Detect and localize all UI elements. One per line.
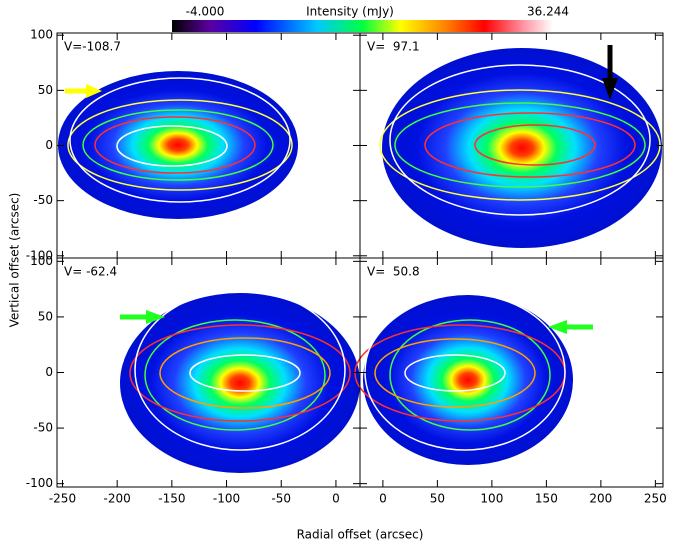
- x-tick-label: -150: [158, 492, 185, 506]
- y-tick-label: 50: [38, 309, 53, 323]
- y-tick-label: 100: [30, 28, 53, 42]
- x-tick-label: 250: [644, 492, 667, 506]
- x-tick-label: 0: [332, 492, 340, 506]
- x-tick-label: -100: [213, 492, 240, 506]
- colorbar: [172, 20, 553, 32]
- panel-label: V= 97.1: [367, 40, 420, 54]
- y-tick-label: -100: [26, 476, 53, 490]
- map-image: [58, 71, 298, 219]
- panel-label: V= -62.4: [64, 265, 117, 279]
- colorbar-min: -4.000: [186, 5, 225, 19]
- panel-label: V= 50.8: [367, 265, 420, 279]
- y-tick-label: 50: [38, 83, 53, 97]
- colorbar-max: 36.244: [527, 5, 569, 19]
- y-axis-label: Vertical offset (arcsec): [8, 193, 22, 328]
- x-tick-label: -50: [271, 492, 291, 506]
- y-tick-label: 100: [30, 254, 53, 268]
- map-image: [379, 45, 662, 248]
- x-tick-label: 50: [430, 492, 445, 506]
- y-tick-label: -100: [26, 248, 53, 262]
- map-image: [120, 289, 360, 473]
- x-tick-label: -250: [49, 492, 76, 506]
- map-image: [354, 293, 593, 465]
- y-tick-label: -50: [33, 193, 53, 207]
- x-tick-label: 150: [535, 492, 558, 506]
- y-tick-label: 0: [45, 365, 53, 379]
- panel-label: V=-108.7: [64, 40, 121, 54]
- x-tick-label: 200: [589, 492, 612, 506]
- colorbar-title: Intensity (mJy): [306, 5, 394, 19]
- y-tick-label: -50: [33, 421, 53, 435]
- x-axis-label: Radial offset (arcsec): [297, 528, 424, 542]
- y-tick-label: 0: [45, 138, 53, 152]
- x-tick-label: -200: [104, 492, 131, 506]
- x-tick-label: 100: [480, 492, 503, 506]
- x-tick-label: 0: [379, 492, 387, 506]
